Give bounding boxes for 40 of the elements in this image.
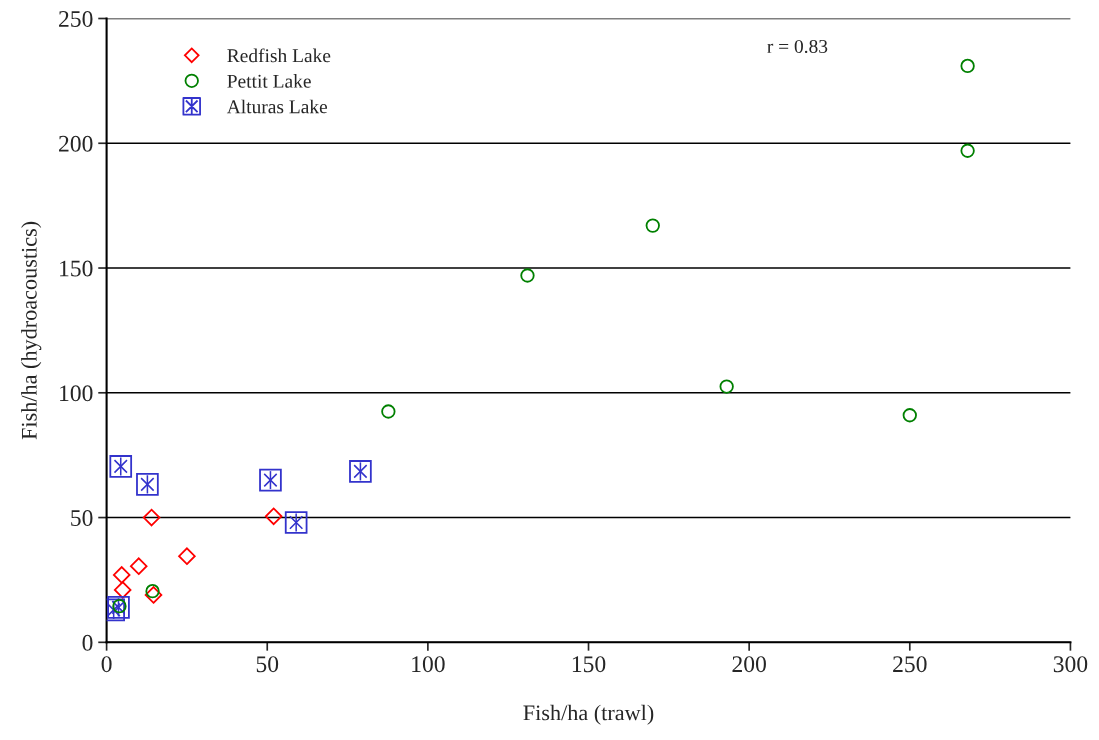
y-tick-label: 200 (59, 135, 93, 152)
y-tick-label: 250 (59, 10, 93, 27)
legend-label: Alturas Lake (226, 99, 328, 114)
point (719, 379, 734, 394)
y-axis-title: Fish/ha (hydroacoustics) (21, 221, 42, 440)
point (264, 507, 283, 526)
point (145, 584, 160, 599)
point (960, 143, 975, 158)
y-tick-label: 150 (60, 260, 93, 277)
point (178, 547, 196, 565)
point (136, 473, 159, 496)
point (113, 581, 132, 599)
point (129, 557, 148, 575)
x-tick-label: 150 (572, 656, 606, 673)
legend-label: Redfish Lake (227, 48, 331, 63)
legend-label: Pettit Lake (227, 74, 311, 88)
point (107, 596, 130, 619)
point (645, 218, 660, 233)
x-tick-label: 50 (256, 656, 279, 673)
point (284, 511, 308, 534)
point (349, 460, 372, 483)
y-tick-label: 0 (82, 634, 93, 651)
y-tick-label: 100 (60, 385, 93, 402)
x-tick-label: 0 (101, 656, 112, 673)
x-tick-label: 200 (732, 656, 766, 673)
y-tick-label: 50 (71, 510, 93, 526)
annotation: r = 0.83 (767, 39, 828, 54)
x-tick-label: 100 (412, 656, 445, 673)
point (144, 586, 163, 604)
x-tick-label: 300 (1053, 656, 1088, 673)
point (960, 58, 975, 74)
point (520, 268, 535, 283)
point (902, 408, 917, 423)
x-axis-title: Fish/ha (trawl) (523, 704, 654, 725)
point (109, 455, 133, 478)
x-tick-label: 250 (893, 656, 927, 673)
point (259, 468, 282, 492)
point (381, 404, 396, 419)
point (142, 508, 161, 527)
point (112, 566, 131, 584)
